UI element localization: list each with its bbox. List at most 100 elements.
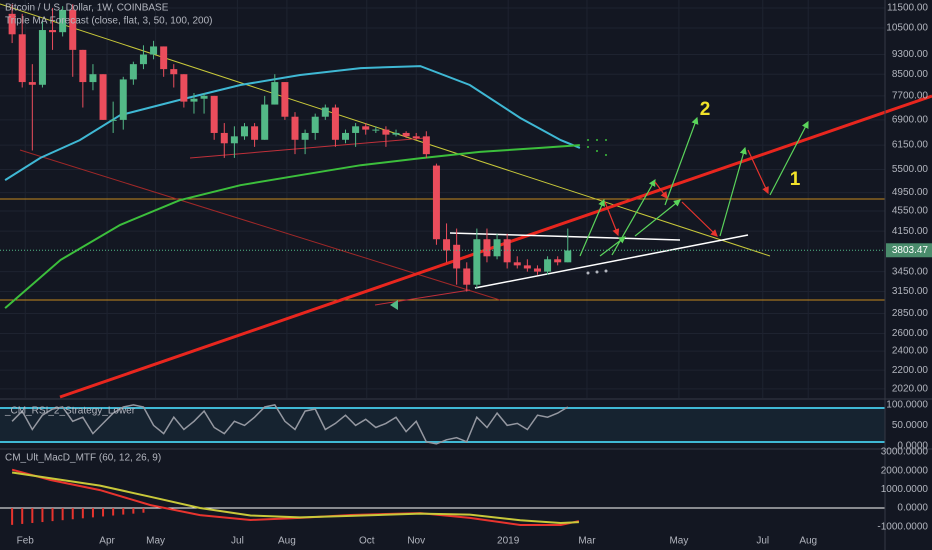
forecast-arrows (579, 116, 809, 257)
y-tick-label: 3450.00 (892, 266, 929, 277)
candle-body (554, 259, 562, 263)
x-tick-label: Oct (359, 536, 375, 547)
x-tick-label: Feb (17, 536, 35, 547)
candle-body (210, 95, 218, 133)
line (4, 144, 580, 309)
y-tick-label: 0.0000 (897, 503, 928, 514)
annotation: 2 (700, 99, 711, 120)
candle-body (362, 126, 370, 130)
candle-body (291, 116, 299, 140)
candle-body (493, 239, 501, 257)
candle-body (453, 244, 461, 269)
y-tick-label: 11500.00 (887, 3, 928, 14)
candle-body (139, 54, 147, 65)
candle-body (321, 107, 329, 117)
x-tick-label: Aug (278, 536, 296, 547)
histogram-bar (61, 508, 64, 521)
candle-body (200, 95, 208, 99)
candle-body (463, 268, 471, 285)
histogram-bar (51, 508, 54, 522)
y-tick-label: 4550.00 (892, 206, 929, 217)
y-tick-label: 4150.00 (892, 226, 929, 237)
y-tick-label: 9300.00 (892, 49, 929, 60)
y-tick-label: 2020.00 (892, 383, 929, 394)
y-tick-label: 6150.00 (892, 140, 929, 151)
x-tick-label: Apr (99, 536, 115, 547)
forecast-arrows (604, 149, 769, 237)
x-tick-label: May (669, 536, 688, 547)
candle-body (89, 74, 97, 83)
candle-body (503, 239, 511, 263)
x-tick-label: May (146, 536, 165, 547)
y-tick-label: 4950.00 (892, 187, 929, 198)
histogram-bar (122, 508, 125, 515)
marks (0, 4, 885, 526)
x-tick-label: Jul (231, 536, 244, 547)
candle-body (412, 136, 420, 139)
y-tick-label: 5500.00 (892, 164, 929, 175)
price-tag (886, 243, 932, 258)
candle-body (392, 132, 400, 135)
candle-body (483, 239, 491, 257)
price-tag-label: 3803.47 (892, 245, 929, 256)
x-tick-label: Nov (407, 536, 425, 547)
histogram-bar (91, 508, 94, 518)
candle-body (18, 34, 26, 83)
candle-body (301, 132, 309, 140)
candle-body (160, 46, 168, 70)
candle-body (342, 132, 350, 140)
y-tick-label: 6900.00 (892, 115, 929, 126)
histogram-bar (21, 508, 24, 524)
y-tick-label: 50.0000 (892, 420, 929, 431)
triangle-line (474, 234, 749, 289)
candle-body (443, 239, 451, 251)
candle-body (564, 250, 572, 263)
candle-body (220, 132, 228, 144)
y-tick-label: 1000.0000 (881, 484, 929, 495)
triangle-line (449, 232, 681, 241)
candle-body (261, 104, 269, 140)
candle-body (382, 129, 390, 135)
candle-body (372, 129, 380, 131)
candle-body (422, 136, 430, 155)
y-tick-label: 0.0000 (897, 441, 928, 452)
histogram-bar (31, 508, 34, 523)
y-tick-label: 2600.00 (892, 328, 929, 339)
rsi-title: _CM_RSI_2_Strategy_Lower (4, 406, 136, 417)
candle-body (99, 74, 107, 120)
candle-body (38, 30, 46, 85)
histogram-bar (132, 508, 135, 514)
y-tick-label: -1000.0000 (877, 521, 928, 532)
trend-line (19, 149, 501, 301)
candle-body (513, 262, 521, 266)
indicator-title: Triple MA Forecast (close, flat, 3, 50, … (5, 16, 213, 27)
forecast-dots (586, 269, 608, 275)
x-tick-label: Aug (799, 536, 817, 547)
candle-body (432, 165, 440, 240)
candle-body (28, 82, 36, 85)
y-tick-label: 2200.00 (892, 365, 929, 376)
marker-arrow (390, 300, 398, 310)
candle-body (79, 49, 87, 83)
candle-body (109, 119, 117, 121)
y-tick-label: 2000.0000 (881, 465, 929, 476)
histogram-bar (81, 508, 84, 519)
line (4, 65, 581, 181)
candle-body (523, 265, 531, 269)
y-tick-label: 8500.00 (892, 69, 929, 80)
candle-body (331, 107, 339, 140)
line (11, 471, 579, 525)
candle-body (180, 74, 188, 102)
line (11, 404, 569, 445)
candle-body (170, 69, 178, 75)
histogram-bar (112, 508, 115, 516)
y-tick-label: 100.0000 (886, 400, 928, 411)
histogram-bar (142, 508, 145, 513)
y-tick-label: 7700.00 (892, 90, 929, 101)
y-tick-label: 10500.00 (886, 23, 928, 34)
candle-body (240, 126, 248, 137)
candle-body (69, 9, 77, 50)
histogram-bar (71, 508, 74, 520)
forecast-dots (587, 139, 607, 156)
candle-body (533, 268, 541, 272)
